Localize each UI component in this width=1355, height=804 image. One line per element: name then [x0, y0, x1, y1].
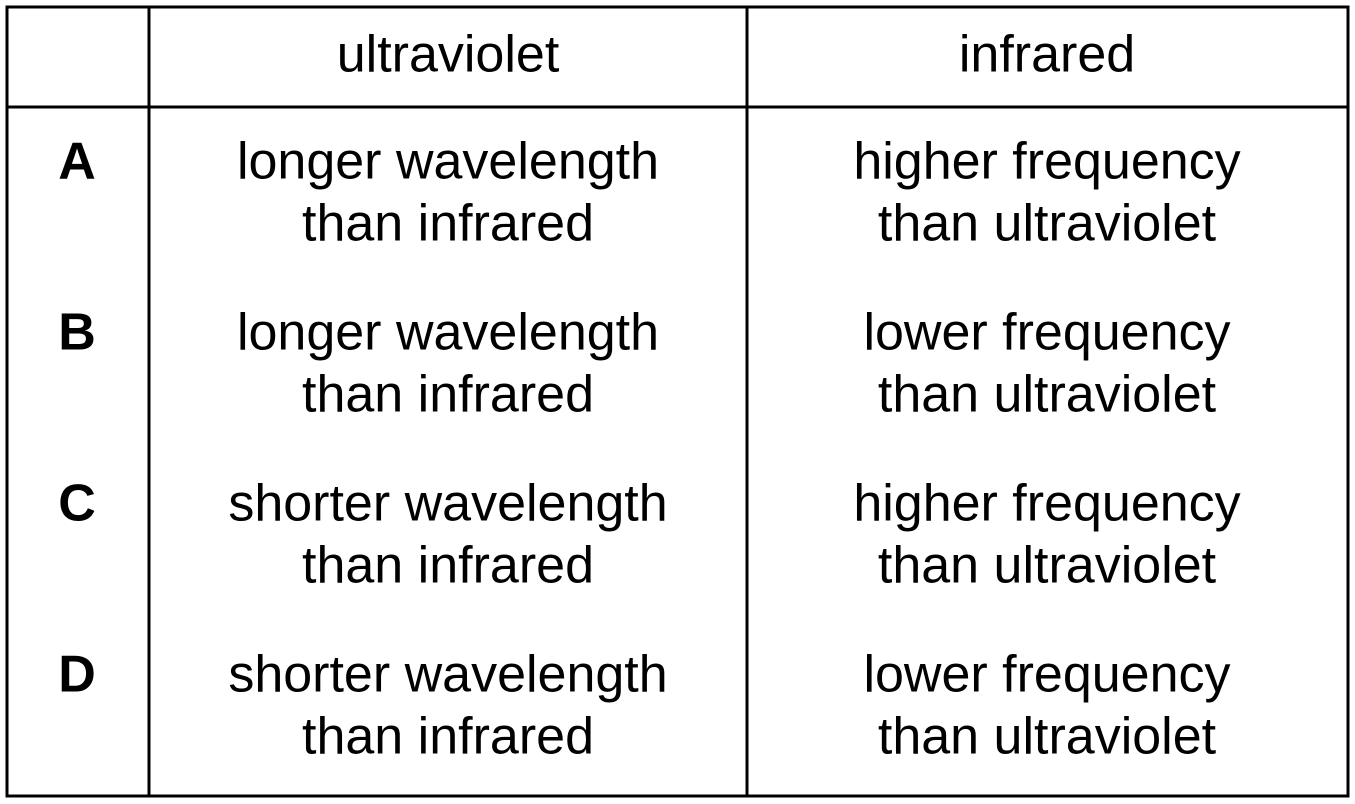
cell-text: lower frequency — [863, 646, 1230, 704]
row-label: D — [58, 646, 96, 704]
cell-text: longer wavelength — [237, 304, 659, 362]
column-header: ultraviolet — [337, 26, 560, 84]
cell-text: than ultraviolet — [878, 537, 1217, 595]
cell-text: than infrared — [302, 537, 594, 595]
cell-text: than infrared — [302, 195, 594, 253]
cell-text: than ultraviolet — [878, 366, 1217, 424]
cell-text: shorter wavelength — [228, 646, 667, 704]
table-border — [5, 5, 1350, 798]
column-header: infrared — [959, 26, 1135, 84]
row-label: A — [58, 133, 96, 191]
row-label: C — [58, 475, 96, 533]
cell-text: lower frequency — [863, 304, 1230, 362]
cell-text: than ultraviolet — [878, 195, 1217, 253]
row-label: B — [58, 304, 96, 362]
cell-text: longer wavelength — [237, 133, 659, 191]
cell-text: than infrared — [302, 708, 594, 766]
cell-text: than ultraviolet — [878, 708, 1217, 766]
cell-text: higher frequency — [853, 133, 1240, 191]
cell-text: shorter wavelength — [228, 475, 667, 533]
cell-text: than infrared — [302, 366, 594, 424]
cell-text: higher frequency — [853, 475, 1240, 533]
